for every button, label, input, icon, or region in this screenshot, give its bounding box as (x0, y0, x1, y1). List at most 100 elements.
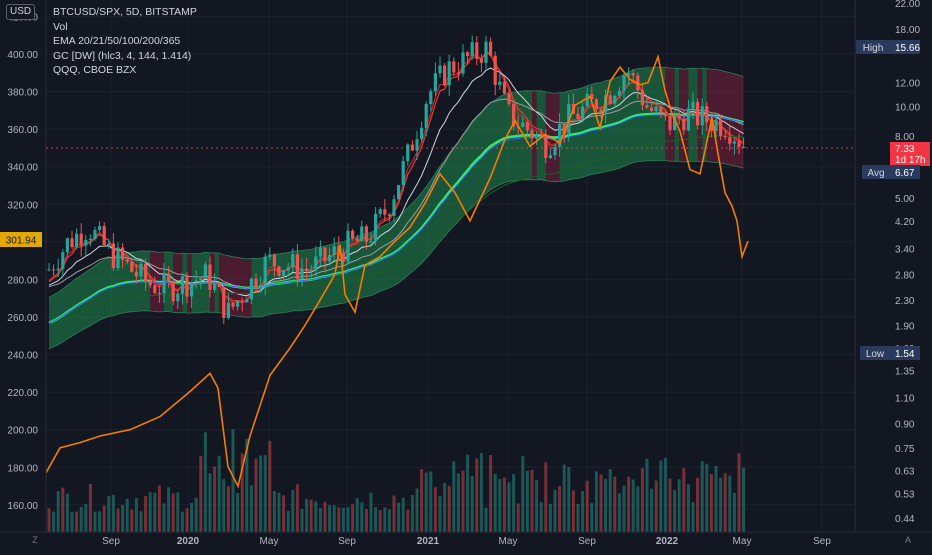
volume-bar (599, 474, 603, 532)
volume-bars (47, 429, 746, 532)
candle-body (502, 81, 506, 94)
x-tick-label: 2021 (417, 536, 440, 547)
volume-bar (79, 506, 83, 532)
ema-line-6 (48, 135, 744, 325)
volume-bar (714, 465, 718, 532)
candle-body (291, 254, 295, 268)
candle-body (512, 103, 516, 127)
candle-body (341, 252, 345, 262)
volume-bar (613, 476, 617, 532)
volume-bar (728, 475, 732, 532)
volume-bar (594, 471, 598, 532)
candle-body (525, 122, 529, 131)
volume-bar (673, 489, 677, 532)
volume-bar (194, 497, 198, 532)
candle-body (162, 273, 166, 294)
right-tick-label: 1.90 (895, 321, 915, 332)
volume-bar (585, 480, 589, 532)
ema-line-4 (48, 98, 744, 290)
candle-body (328, 255, 332, 262)
volume-bar (93, 511, 97, 532)
x-tick-label: Sep (578, 536, 596, 547)
legend-symbol[interactable]: BTCUSD/SPX, 5D, BITSTAMP (53, 6, 197, 18)
candle-body (171, 281, 175, 302)
candle-body (691, 101, 695, 109)
volume-bar (392, 495, 396, 532)
candle-body (590, 94, 594, 100)
volume-bar (668, 478, 672, 532)
x-tick-label: Sep (102, 536, 120, 547)
volume-bar (525, 470, 529, 532)
volume-bar (272, 491, 276, 532)
right-tick-label: 0.53 (895, 489, 915, 500)
volume-bar (309, 499, 313, 532)
low-value-box (890, 346, 920, 360)
x-tick-label: Sep (338, 536, 356, 547)
candle-body (558, 123, 562, 148)
right-tick-label: 0.44 (895, 514, 915, 525)
left-tick-label: 400.00 (7, 50, 38, 61)
volume-bar (562, 464, 566, 532)
volume-bar (415, 488, 419, 532)
volume-bar (148, 492, 152, 532)
volume-bar (498, 478, 502, 532)
candle-body (401, 161, 405, 186)
right-tick-label: 2.30 (895, 296, 915, 307)
volume-bar (429, 471, 433, 532)
volume-bar (553, 489, 557, 532)
currency-badge[interactable]: USD (6, 4, 36, 20)
volume-bar (125, 498, 129, 532)
candle-body (663, 112, 667, 117)
candle-body (627, 73, 631, 76)
zoom-icon[interactable]: Z (32, 535, 38, 545)
volume-bar (171, 493, 175, 532)
candle-body (208, 264, 212, 290)
volume-bar (677, 479, 681, 532)
volume-bar (47, 508, 51, 532)
candle-body (719, 119, 723, 136)
legend-ema[interactable]: EMA 20/21/50/100/200/365 (53, 35, 181, 48)
avg-label-box (862, 165, 890, 179)
legend-qqq[interactable]: QQQ, CBOE BZX (53, 64, 137, 77)
candle-body (429, 91, 433, 105)
high-value: 15.66 (895, 43, 920, 54)
candle-body (686, 108, 690, 131)
volume-bar (378, 510, 382, 532)
low-value: 1.54 (895, 349, 915, 360)
candle-body (217, 283, 221, 287)
volume-bar (452, 461, 456, 532)
candle-body (282, 270, 286, 276)
legend-gaussian-channel[interactable]: GC [DW] (hlc3, 4, 144, 1.414) (53, 49, 192, 62)
volume-bar (461, 470, 465, 532)
volume-bar (213, 466, 217, 532)
candle-body (226, 302, 230, 319)
candle-body (222, 286, 226, 319)
candle-body (498, 81, 502, 85)
candle-body (700, 106, 704, 126)
candle-body (613, 95, 617, 104)
volume-bar (323, 501, 327, 532)
volume-bar (470, 475, 474, 532)
volume-bar (259, 455, 263, 532)
candle-body (392, 199, 396, 216)
volume-bar (737, 453, 741, 532)
candle-body (530, 130, 534, 139)
candle-body (111, 243, 115, 269)
volume-bar (654, 480, 658, 532)
auto-scale-icon[interactable]: A (904, 535, 911, 545)
volume-bar (696, 478, 700, 532)
candle-body (732, 141, 736, 144)
candle-body (420, 127, 424, 140)
candle-body (406, 144, 410, 162)
candle-body (259, 284, 263, 288)
right-tick-label: 1.10 (895, 393, 915, 404)
volume-bar (663, 457, 667, 532)
volume-bar (719, 477, 723, 532)
candle-body (213, 283, 217, 290)
channel-fill-up (49, 251, 151, 349)
right-tick-label: 2.80 (895, 270, 915, 281)
candle-body (548, 155, 552, 159)
legend-volume[interactable]: Vol (53, 20, 68, 33)
candle-body (263, 256, 267, 285)
